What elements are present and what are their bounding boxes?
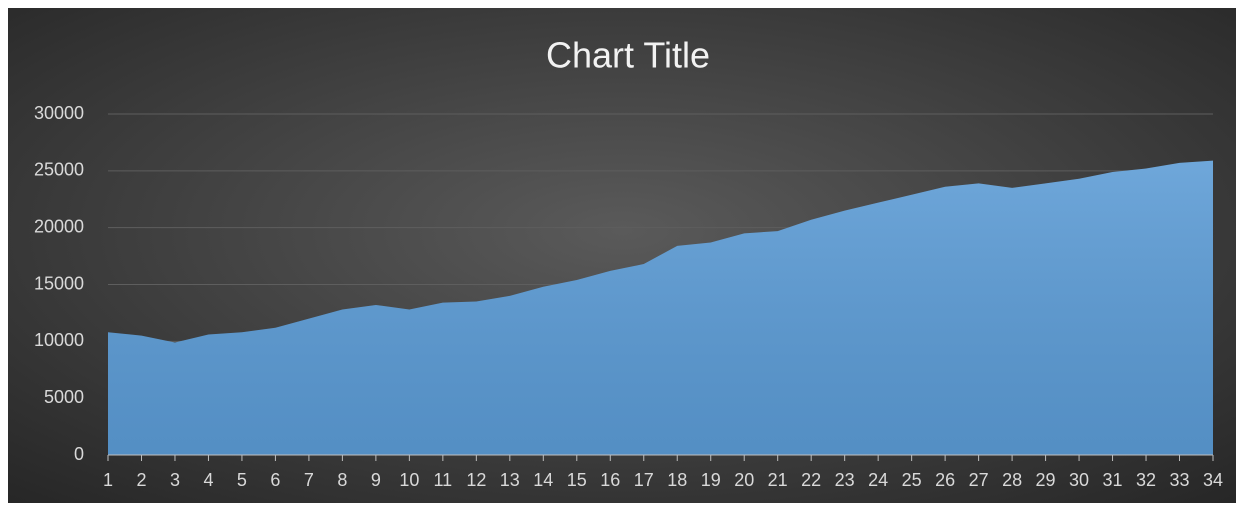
x-tick-label: 17 [634,470,654,490]
chart-title: Chart Title [546,35,710,76]
x-tick-label: 21 [768,470,788,490]
x-tick-label: 5 [237,470,247,490]
x-tick-label: 16 [600,470,620,490]
x-tick-label: 15 [567,470,587,490]
x-tick-label: 11 [434,470,453,490]
x-tick-label: 14 [533,470,553,490]
x-tick-label: 9 [371,470,381,490]
x-tick-label: 25 [902,470,922,490]
x-tick-label: 28 [1002,470,1022,490]
x-tick-label: 4 [203,470,213,490]
x-tick-label: 18 [667,470,687,490]
x-tick-label: 32 [1136,470,1156,490]
x-tick-label: 6 [270,470,280,490]
x-tick-label: 33 [1169,470,1189,490]
y-tick-label: 0 [74,444,84,464]
x-tick-label: 31 [1103,470,1123,490]
x-tick-label: 20 [734,470,754,490]
x-tick-label: 26 [935,470,955,490]
y-tick-label: 15000 [34,273,84,293]
x-tick-label: 3 [170,470,180,490]
x-tick-label: 24 [868,470,888,490]
x-tick-label: 2 [136,470,146,490]
x-tick-label: 29 [1036,470,1056,490]
x-tick-label: 1 [103,470,113,490]
x-tick-label: 13 [500,470,520,490]
area-shade [108,160,1213,455]
x-tick-label: 19 [701,470,721,490]
x-tick-label: 12 [466,470,486,490]
y-tick-label: 25000 [34,160,84,180]
y-tick-label: 20000 [34,216,84,236]
x-tick-label: 23 [835,470,855,490]
y-tick-label: 10000 [34,330,84,350]
x-tick-label: 22 [801,470,821,490]
y-tick-label: 5000 [44,387,84,407]
x-tick-label: 10 [399,470,419,490]
y-tick-label: 30000 [34,103,84,123]
x-tick-label: 7 [304,470,314,490]
x-tick-label: 27 [969,470,989,490]
x-tick-label: 34 [1203,470,1223,490]
x-tick-label: 30 [1069,470,1089,490]
x-tick-label: 8 [337,470,347,490]
